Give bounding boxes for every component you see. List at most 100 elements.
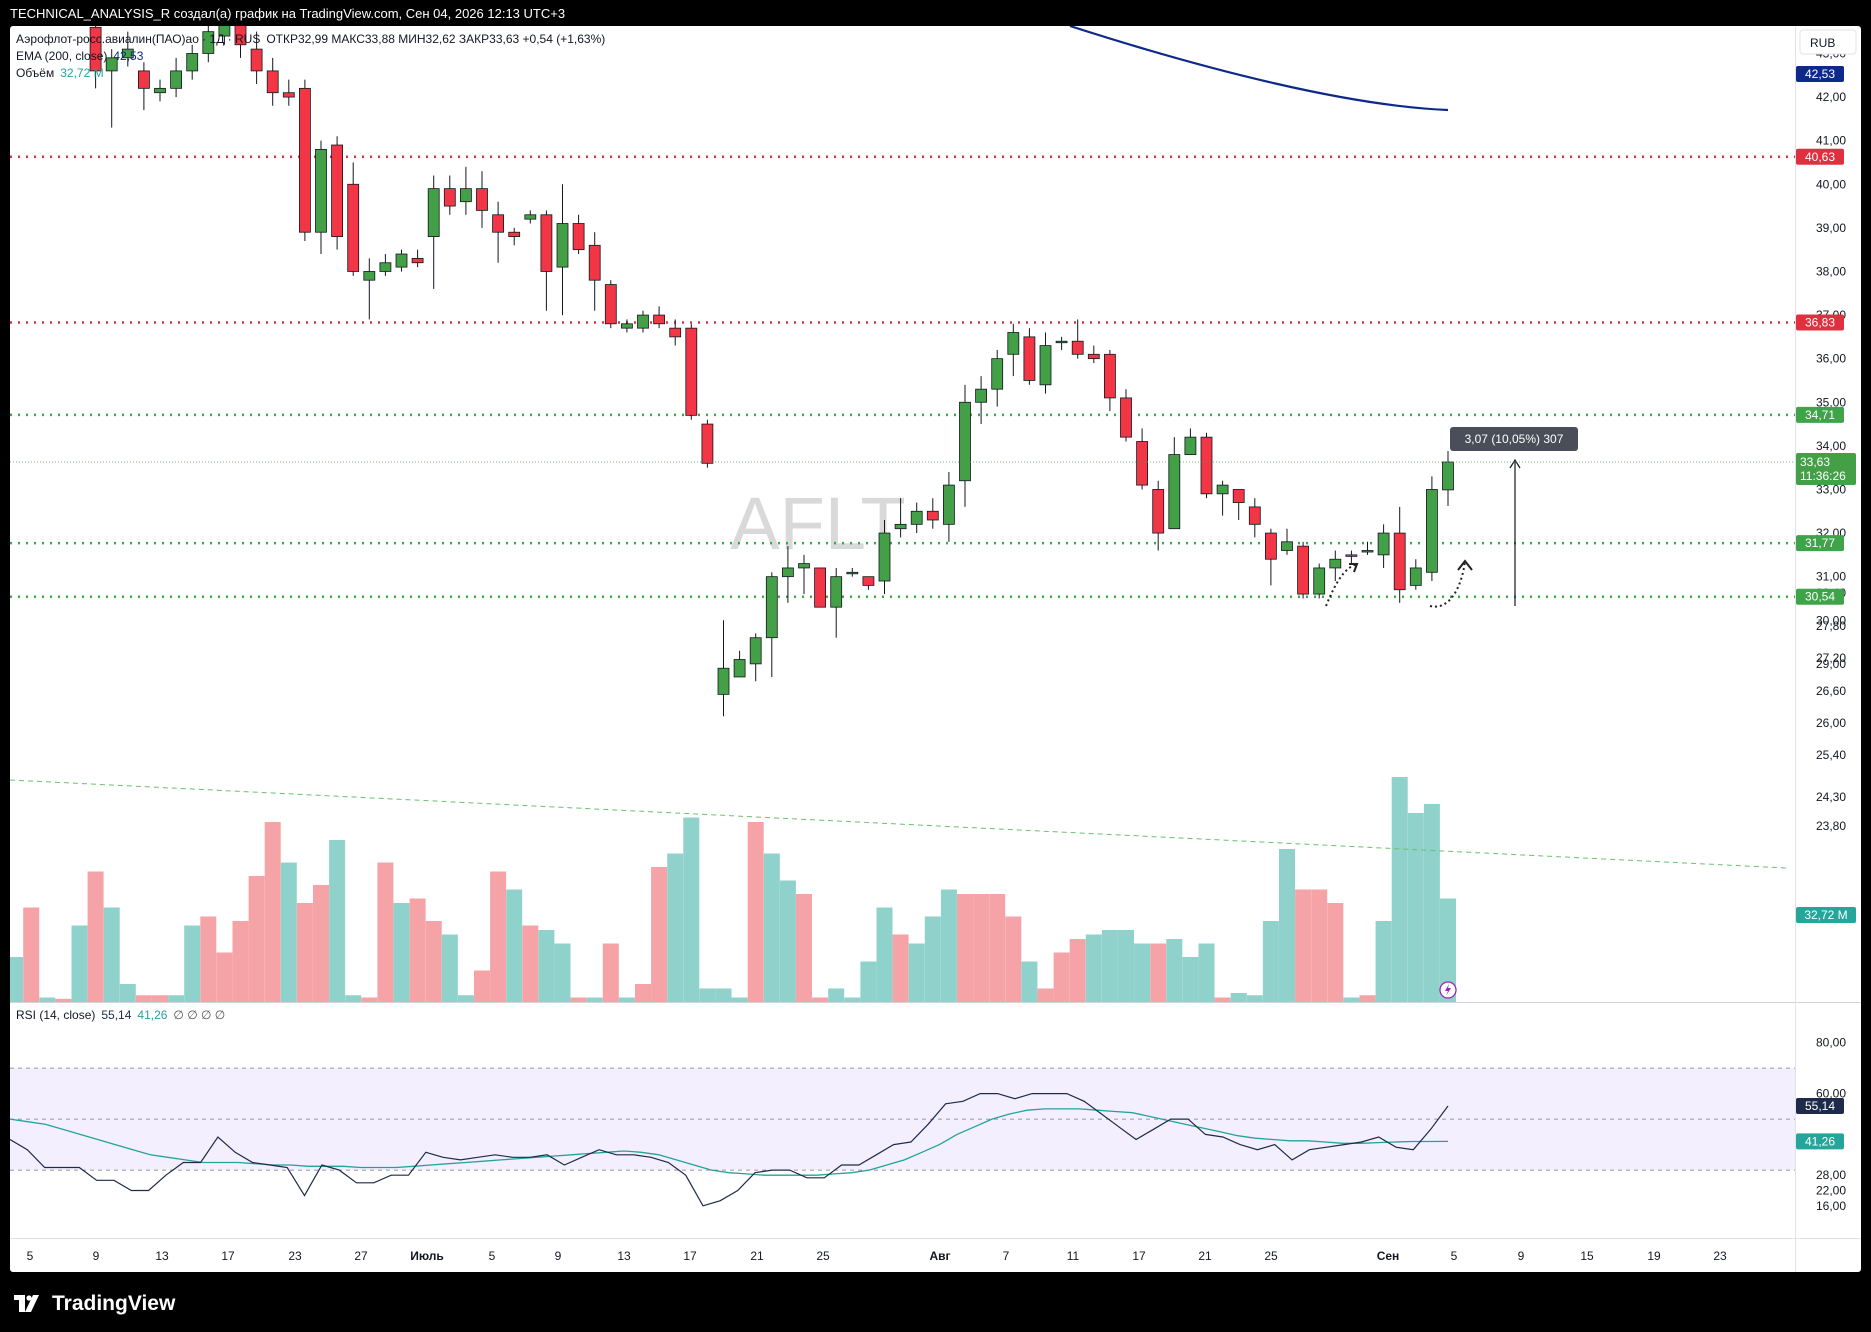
candle-body[interactable]	[685, 327, 698, 416]
candle-body[interactable]	[1361, 550, 1374, 553]
candle-body[interactable]	[604, 284, 617, 325]
volume-bar[interactable]	[296, 903, 313, 1002]
volume-bar[interactable]	[1037, 988, 1054, 1003]
volume-bar[interactable]	[940, 889, 957, 1003]
volume-bar[interactable]	[554, 943, 571, 1003]
candle-body[interactable]	[653, 314, 665, 325]
candle-body[interactable]	[959, 401, 971, 482]
volume-bar[interactable]	[474, 970, 490, 1003]
candle-body[interactable]	[1120, 397, 1132, 438]
candle-body[interactable]	[395, 253, 408, 268]
candle-body[interactable]	[1152, 489, 1165, 534]
volume-bar[interactable]	[570, 997, 587, 1003]
volume-bar[interactable]	[216, 952, 233, 1003]
volume-bar[interactable]	[1005, 916, 1022, 1003]
candle-body[interactable]	[137, 70, 150, 89]
projection-arrow-1-head[interactable]	[1349, 563, 1359, 573]
volume-bar[interactable]	[1359, 995, 1376, 1002]
volume-bar[interactable]	[618, 997, 635, 1003]
ema-path[interactable]	[1069, 26, 1449, 112]
candle-body[interactable]	[315, 148, 327, 233]
volume-bar[interactable]	[957, 894, 973, 1002]
volume-bar[interactable]	[200, 916, 217, 1003]
volume-bar[interactable]	[1295, 889, 1312, 1003]
candle-body[interactable]	[798, 563, 810, 569]
volume-bar[interactable]	[989, 894, 1006, 1002]
volume-bar[interactable]	[602, 943, 619, 1003]
candle-body[interactable]	[862, 576, 875, 586]
volume-bar[interactable]	[828, 988, 845, 1003]
candle-body[interactable]	[154, 87, 166, 94]
rsi-line[interactable]	[10, 1093, 1449, 1207]
candle-body[interactable]	[717, 667, 730, 695]
candle-body[interactable]	[669, 327, 682, 338]
volume-bar[interactable]	[1101, 930, 1118, 1002]
volume-bar[interactable]	[119, 984, 136, 1002]
candle-body[interactable]	[830, 576, 843, 608]
volume-bar[interactable]	[908, 943, 925, 1003]
volume-bar[interactable]	[538, 930, 555, 1002]
candle-body[interactable]	[105, 57, 118, 72]
candle-body[interactable]	[363, 271, 376, 281]
candle-body[interactable]	[1007, 332, 1020, 355]
volume-bar[interactable]	[55, 998, 72, 1002]
volume-bar[interactable]	[103, 907, 120, 1003]
candle-body[interactable]	[572, 223, 585, 251]
volume-bar[interactable]	[168, 995, 185, 1002]
volume-bar[interactable]	[264, 822, 281, 1002]
legend-ema[interactable]: EMA (200, close) 42,53	[16, 49, 144, 63]
volume-bar[interactable]	[1375, 921, 1392, 1002]
volume-bar[interactable]	[506, 889, 523, 1003]
volume-bar[interactable]	[135, 995, 152, 1002]
volume-bar[interactable]	[1021, 961, 1038, 1003]
candle-body[interactable]	[1200, 436, 1213, 495]
candle-body[interactable]	[379, 262, 392, 272]
volume-bar[interactable]	[763, 853, 780, 1003]
candle-body[interactable]	[540, 214, 553, 272]
volume-bar[interactable]	[683, 817, 700, 1003]
volume-bar[interactable]	[522, 925, 539, 1003]
volume-bar[interactable]	[1134, 943, 1151, 1003]
currency-button[interactable]	[1799, 29, 1857, 55]
candle-body[interactable]	[991, 358, 1004, 390]
candle-body[interactable]	[411, 257, 424, 264]
candle-body[interactable]	[637, 314, 649, 329]
candle-body[interactable]	[1377, 532, 1390, 556]
candle-body[interactable]	[1409, 567, 1422, 586]
candle-body[interactable]	[765, 576, 778, 639]
candle-body[interactable]	[1104, 353, 1116, 399]
volume-bar[interactable]	[1053, 952, 1070, 1003]
candle-body[interactable]	[476, 188, 488, 211]
volume-bar[interactable]	[667, 853, 684, 1003]
candle-body[interactable]	[926, 510, 939, 521]
candle-body[interactable]	[347, 183, 360, 272]
candle-body[interactable]	[1232, 489, 1245, 503]
candle-body[interactable]	[733, 659, 746, 678]
volume-bar[interactable]	[860, 961, 877, 1003]
volume-bar[interactable]	[1311, 889, 1328, 1003]
candle-body[interactable]	[186, 53, 199, 72]
volume-bar[interactable]	[1391, 777, 1408, 1002]
volume-bar[interactable]	[1198, 943, 1215, 1003]
candle-body[interactable]	[89, 26, 102, 72]
volume-bar[interactable]	[1166, 939, 1183, 1002]
candle-body[interactable]	[1265, 532, 1277, 560]
volume-bar[interactable]	[1230, 993, 1247, 1002]
candle-body[interactable]	[1168, 454, 1181, 530]
candle-body[interactable]	[878, 532, 891, 582]
tradingview-logo[interactable]: TradingView	[14, 1292, 175, 1316]
candle-body[interactable]	[459, 188, 472, 203]
volume-bar[interactable]	[973, 894, 990, 1002]
volume-bar[interactable]	[23, 907, 40, 1003]
volume-bar[interactable]	[441, 934, 458, 1003]
candle-body[interactable]	[1248, 506, 1261, 525]
volume-bar[interactable]	[329, 840, 346, 1002]
volume-bar[interactable]	[232, 921, 249, 1002]
volume-bar[interactable]	[248, 876, 265, 1002]
candle-body[interactable]	[1087, 353, 1100, 360]
volume-bar[interactable]	[747, 822, 764, 1002]
volume-bar[interactable]	[1214, 997, 1231, 1003]
volume-bar[interactable]	[876, 907, 893, 1003]
volume-bar[interactable]	[699, 988, 716, 1003]
candle-body[interactable]	[250, 48, 263, 72]
